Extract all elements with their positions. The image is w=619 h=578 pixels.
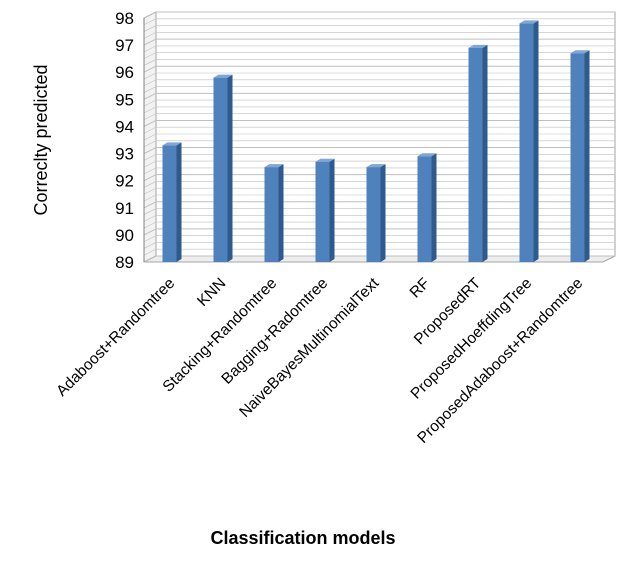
bar-side	[432, 153, 437, 262]
bar-front	[367, 167, 381, 262]
x-axis-title: Classification models	[210, 528, 395, 548]
y-tick-label: 95	[115, 90, 134, 109]
y-tick-label: 97	[115, 36, 134, 55]
bar-front	[418, 156, 432, 262]
y-tick-label: 92	[115, 172, 134, 191]
y-axis-ticks: 89 90 91 92 93 94 95 96 97 98	[115, 9, 134, 272]
y-tick-label: 90	[115, 226, 134, 245]
bar-front	[571, 53, 585, 262]
bar	[367, 164, 386, 262]
y-tick-label: 96	[115, 63, 134, 82]
bar	[571, 50, 590, 262]
bar-front	[469, 48, 483, 262]
bar-front	[214, 78, 228, 262]
bar-front	[265, 167, 279, 262]
y-tick-label: 93	[115, 145, 134, 164]
bar	[316, 159, 335, 262]
bar	[520, 20, 539, 262]
bar	[418, 153, 437, 262]
bar-front	[163, 145, 177, 262]
x-axis-ticks: Adaboost+Randomtree KNNStacking+Randomtre…	[53, 274, 586, 446]
x-tick-label: KNN	[194, 275, 229, 310]
y-tick-label: 91	[115, 199, 134, 218]
bar-side	[228, 75, 233, 262]
y-tick-label: 98	[115, 9, 134, 28]
bar-front	[316, 162, 330, 262]
y-axis-title: Correclty predicted	[31, 64, 51, 215]
bar-side	[483, 45, 488, 262]
x-tick-label: Adaboost+Randomtree	[53, 275, 178, 400]
bar-side	[279, 164, 284, 262]
y-tick-label: 89	[115, 253, 134, 272]
bar-front	[520, 23, 534, 262]
bar	[265, 164, 284, 262]
x-tick-label: RF	[407, 275, 434, 302]
bar-side	[330, 159, 335, 262]
bar	[469, 45, 488, 262]
bar	[214, 75, 233, 262]
bar-side	[381, 164, 386, 262]
bar	[163, 142, 182, 262]
bar-side	[534, 20, 539, 262]
bar-side	[585, 50, 590, 262]
bar-side	[177, 142, 182, 262]
y-tick-label: 94	[115, 117, 134, 136]
